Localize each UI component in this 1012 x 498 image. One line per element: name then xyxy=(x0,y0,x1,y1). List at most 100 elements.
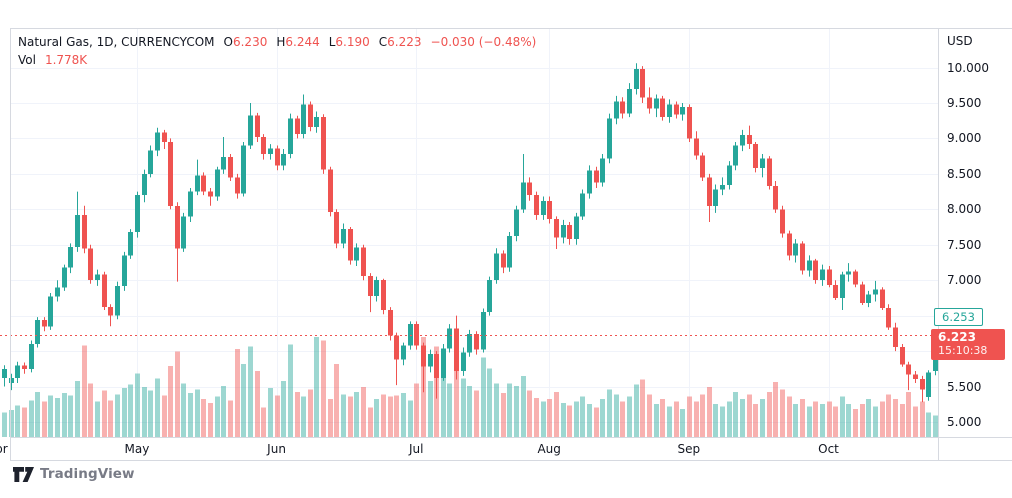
volume-bar xyxy=(534,397,539,437)
candle-body xyxy=(29,344,34,369)
volume-bar xyxy=(773,382,778,437)
volume-bar xyxy=(507,383,512,437)
volume-bar xyxy=(654,404,659,437)
candle-body xyxy=(181,216,186,249)
candle-body xyxy=(281,153,286,166)
candle-body xyxy=(800,243,805,271)
volume-bar xyxy=(474,390,479,437)
candle-body xyxy=(541,200,546,215)
volume-bar xyxy=(374,399,379,437)
volume-bar xyxy=(800,399,805,437)
candle-body xyxy=(713,189,718,206)
candle-body xyxy=(813,260,818,281)
volume-bar xyxy=(388,396,393,437)
candle-body xyxy=(354,247,359,261)
volume-bar xyxy=(55,397,60,437)
volume-bar xyxy=(707,386,712,437)
volume-bar xyxy=(840,396,845,437)
candle-body xyxy=(328,169,333,213)
last-price-tag: 6.223 15:10:38 xyxy=(931,329,1005,360)
candle-body xyxy=(733,145,738,166)
volume-bar xyxy=(115,394,120,437)
close-value: 6.223 xyxy=(387,35,422,49)
volume-bar xyxy=(501,393,506,437)
volume-bar xyxy=(933,415,938,437)
volume-bar xyxy=(481,357,486,437)
volume-bar xyxy=(348,396,353,437)
volume-bar xyxy=(128,384,133,437)
volume-bar xyxy=(627,396,632,437)
candle-body xyxy=(674,104,679,115)
volume-bar xyxy=(102,390,107,437)
volume-bar xyxy=(687,396,692,437)
ohlc-open: O6.230 xyxy=(224,35,268,50)
volume-bar xyxy=(760,399,765,437)
volume-bar xyxy=(175,351,180,437)
volume-info-bar: Vol 1.778K xyxy=(18,53,87,68)
candle-body xyxy=(926,372,931,398)
change-value: −0.030 (−0.48%) xyxy=(430,35,537,49)
volume-bar xyxy=(467,385,472,437)
volume-bar xyxy=(634,384,639,437)
volume-bar xyxy=(767,391,772,437)
price-axis-label: 10.000 xyxy=(947,60,989,75)
candle-body xyxy=(135,195,140,232)
volume-bar xyxy=(527,390,532,437)
volume-bar xyxy=(574,401,579,437)
candle-body xyxy=(880,289,885,308)
volume-bar xyxy=(135,373,140,437)
candle-body xyxy=(886,307,891,328)
candle-body xyxy=(35,319,40,345)
candle-body xyxy=(547,200,552,220)
time-axis-label: Jun xyxy=(267,442,286,456)
volume-bar xyxy=(334,363,339,437)
candle-body xyxy=(614,101,619,119)
volume-bar xyxy=(181,383,186,437)
candle-body xyxy=(255,115,260,137)
candle-body xyxy=(341,229,346,244)
candle-body xyxy=(773,185,778,210)
candle-body xyxy=(454,328,459,371)
candle-body xyxy=(108,307,113,316)
volume-bar xyxy=(62,393,67,437)
volume-bar xyxy=(541,401,546,437)
symbol-info-bar[interactable]: Natural Gas, 1D, CURRENCYCOM O6.230 H6.2… xyxy=(18,35,536,50)
volume-bar xyxy=(321,340,326,437)
open-label: O xyxy=(223,35,233,49)
candle-body xyxy=(248,115,253,146)
volume-bar xyxy=(215,396,220,437)
candle-body xyxy=(295,118,300,135)
candle-body xyxy=(574,216,579,240)
ohlc-high: H6.244 xyxy=(276,35,319,50)
candle-body xyxy=(162,132,167,142)
tradingview-logo[interactable]: TradingView xyxy=(13,466,135,482)
candle-body xyxy=(275,148,280,166)
candle-body xyxy=(361,247,366,276)
volume-bar xyxy=(361,386,366,437)
volume-bar xyxy=(195,389,200,437)
high-label: H xyxy=(276,35,286,49)
candle-body xyxy=(75,214,80,247)
candle-body xyxy=(82,214,87,249)
candle-body xyxy=(893,327,898,347)
volume-bar xyxy=(614,394,619,437)
volume-bar xyxy=(381,394,386,437)
candle-body xyxy=(55,287,60,297)
volume-bar xyxy=(428,380,433,437)
volume-bar xyxy=(620,401,625,437)
candle-body xyxy=(694,138,699,156)
volume-bar xyxy=(288,344,293,437)
volume-bar xyxy=(148,390,153,437)
volume-bar xyxy=(201,399,206,437)
volume-bar xyxy=(35,391,40,437)
candle-body xyxy=(308,104,313,128)
volume-bar xyxy=(15,405,20,437)
volume-bar xyxy=(2,412,7,437)
candle-body xyxy=(15,365,20,379)
price-axis-currency: USD xyxy=(947,34,973,48)
tradingview-logo-text: TradingView xyxy=(40,466,135,482)
volume-bar xyxy=(88,383,93,437)
price-axis-label: 5.000 xyxy=(947,415,982,429)
